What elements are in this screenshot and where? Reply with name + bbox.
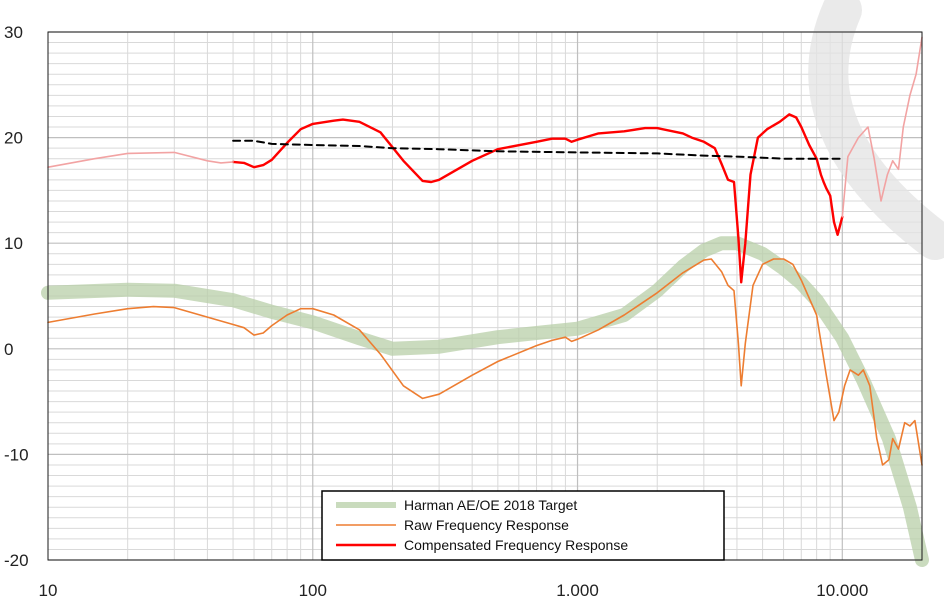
x-tick-label: 10 [39, 581, 58, 600]
y-tick-label: -10 [4, 445, 29, 464]
y-tick-label: 10 [4, 234, 23, 253]
x-tick-label: 1.000 [556, 581, 599, 600]
y-tick-label: -20 [4, 551, 29, 570]
y-axis-tick-labels: 30 20 10 0 -10 -20 [4, 23, 29, 570]
series-layer [41, 36, 929, 567]
legend-label: Raw Frequency Response [404, 517, 569, 533]
series-line-compensated-frequency-response-extension-high [841, 36, 923, 218]
series-line-target-reference-dashed [232, 139, 844, 160]
minor-grid [48, 32, 923, 560]
decorative-arc [808, 0, 944, 260]
y-tick-label: 30 [4, 23, 23, 42]
series-line-raw-frequency-response [47, 258, 923, 466]
decorative-arc-stroke [808, 0, 944, 260]
legend-label: Harman AE/OE 2018 Target [404, 497, 577, 513]
legend-label: Compensated Frequency Response [404, 537, 628, 553]
x-axis-tick-labels: 10 100 1.000 10.000 [39, 581, 869, 600]
series-line-compensated-frequency-response [231, 113, 844, 284]
legend: Harman AE/OE 2018 Target Raw Frequency Re… [321, 490, 725, 561]
y-tick-label: 20 [4, 129, 23, 148]
series-line-compensated-frequency-response-extension [47, 151, 234, 168]
x-tick-label: 100 [299, 581, 327, 600]
x-tick-label: 10.000 [816, 581, 868, 600]
y-tick-label: 0 [4, 340, 13, 359]
